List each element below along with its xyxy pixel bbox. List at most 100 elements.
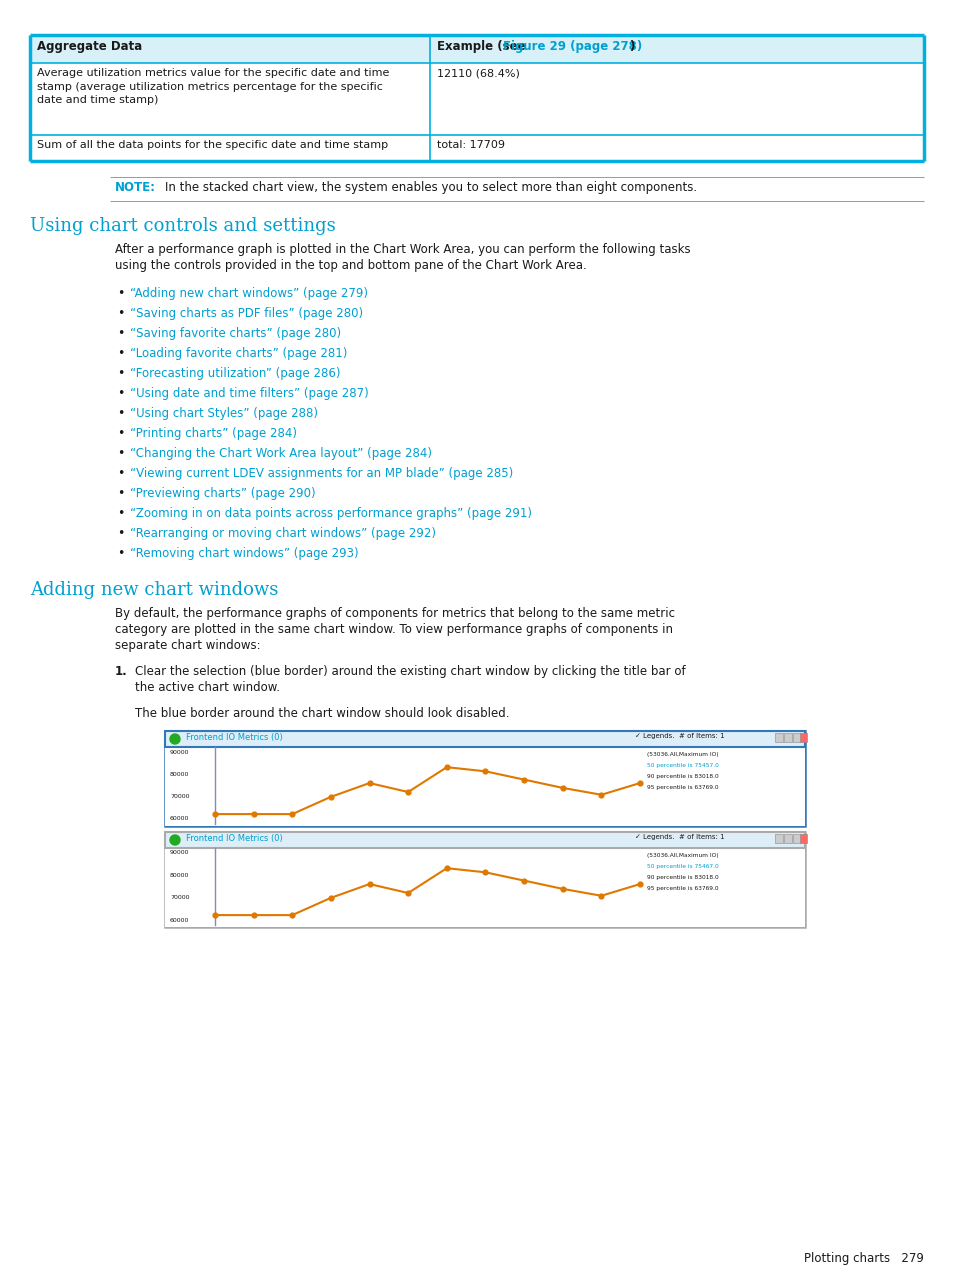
Text: NOTE:: NOTE: bbox=[115, 180, 156, 194]
Bar bbox=[783, 834, 791, 843]
Text: “Loading favorite charts” (page 281): “Loading favorite charts” (page 281) bbox=[130, 347, 347, 360]
Point bbox=[516, 871, 531, 891]
Text: Sum of all the data points for the specific date and time stamp: Sum of all the data points for the speci… bbox=[37, 140, 388, 150]
Text: •: • bbox=[117, 447, 124, 460]
Text: “Forecasting utilization” (page 286): “Forecasting utilization” (page 286) bbox=[130, 367, 340, 380]
Text: •: • bbox=[117, 367, 124, 380]
Point bbox=[632, 773, 647, 793]
Text: ): ) bbox=[628, 39, 634, 53]
Bar bbox=[165, 731, 804, 747]
Point bbox=[593, 784, 608, 805]
Text: “Using date and time filters” (page 287): “Using date and time filters” (page 287) bbox=[130, 386, 369, 400]
Text: Figure 29 (page 278): Figure 29 (page 278) bbox=[502, 39, 641, 53]
Text: “Saving favorite charts” (page 280): “Saving favorite charts” (page 280) bbox=[130, 327, 341, 341]
Point bbox=[438, 758, 454, 778]
Point bbox=[477, 862, 493, 882]
Text: “Printing charts” (page 284): “Printing charts” (page 284) bbox=[130, 427, 296, 440]
Text: Adding new chart windows: Adding new chart windows bbox=[30, 581, 278, 599]
Point bbox=[477, 761, 493, 782]
Point bbox=[246, 805, 261, 825]
Point bbox=[400, 782, 416, 802]
Text: 70000: 70000 bbox=[170, 895, 190, 900]
Text: Average utilization metrics value for the specific date and time
stamp (average : Average utilization metrics value for th… bbox=[37, 69, 389, 105]
Point bbox=[438, 858, 454, 878]
Text: category are plotted in the same chart window. To view performance graphs of com: category are plotted in the same chart w… bbox=[115, 623, 672, 636]
Circle shape bbox=[170, 733, 180, 744]
Text: •: • bbox=[117, 287, 124, 300]
Bar bbox=[792, 733, 801, 742]
Text: •: • bbox=[117, 527, 124, 540]
Point bbox=[400, 883, 416, 904]
Bar bbox=[774, 834, 782, 843]
Point bbox=[207, 905, 222, 925]
Point bbox=[361, 773, 376, 793]
Text: “Zooming in on data points across performance graphs” (page 291): “Zooming in on data points across perfor… bbox=[130, 507, 532, 520]
Text: •: • bbox=[117, 327, 124, 341]
Point bbox=[207, 805, 222, 825]
Text: Using chart controls and settings: Using chart controls and settings bbox=[30, 217, 335, 235]
Text: ✓ Legends.  # of Items: 1: ✓ Legends. # of Items: 1 bbox=[635, 733, 724, 738]
Text: total: 17709: total: 17709 bbox=[436, 140, 504, 150]
Text: 60000: 60000 bbox=[170, 816, 190, 821]
Text: “Adding new chart windows” (page 279): “Adding new chart windows” (page 279) bbox=[130, 287, 368, 300]
Text: 90 percentile is 83018.0: 90 percentile is 83018.0 bbox=[646, 874, 718, 880]
Text: 50 percentile is 75457.0: 50 percentile is 75457.0 bbox=[646, 763, 719, 768]
Point bbox=[284, 805, 299, 825]
Text: 70000: 70000 bbox=[170, 794, 190, 799]
Text: By default, the performance graphs of components for metrics that belong to the : By default, the performance graphs of co… bbox=[115, 608, 675, 620]
Point bbox=[246, 905, 261, 925]
Text: 1.: 1. bbox=[115, 665, 128, 677]
Text: Example (see: Example (see bbox=[436, 39, 529, 53]
Text: using the controls provided in the top and bottom pane of the Chart Work Area.: using the controls provided in the top a… bbox=[115, 259, 586, 272]
Text: •: • bbox=[117, 427, 124, 440]
Text: In the stacked chart view, the system enables you to select more than eight comp: In the stacked chart view, the system en… bbox=[165, 180, 697, 194]
Bar bbox=[165, 833, 804, 848]
Text: separate chart windows:: separate chart windows: bbox=[115, 639, 260, 652]
Point bbox=[555, 878, 570, 899]
Point bbox=[323, 787, 338, 807]
Text: 50 percentile is 75467.0: 50 percentile is 75467.0 bbox=[646, 864, 718, 869]
Text: After a performance graph is plotted in the Chart Work Area, you can perform the: After a performance graph is plotted in … bbox=[115, 243, 690, 255]
Text: 90000: 90000 bbox=[170, 850, 190, 855]
Point bbox=[632, 874, 647, 895]
Point bbox=[284, 905, 299, 925]
Text: •: • bbox=[117, 547, 124, 561]
Text: (53036.All,Maximum IO): (53036.All,Maximum IO) bbox=[646, 853, 718, 858]
Text: 60000: 60000 bbox=[170, 918, 190, 923]
Text: (53036.All,Maximum IO): (53036.All,Maximum IO) bbox=[646, 752, 718, 758]
Bar bbox=[800, 834, 806, 843]
Text: “Viewing current LDEV assignments for an MP blade” (page 285): “Viewing current LDEV assignments for an… bbox=[130, 466, 513, 480]
Bar bbox=[783, 733, 791, 742]
Text: 95 percentile is 63769.0: 95 percentile is 63769.0 bbox=[646, 785, 718, 791]
Text: “Previewing charts” (page 290): “Previewing charts” (page 290) bbox=[130, 487, 315, 500]
Text: •: • bbox=[117, 507, 124, 520]
Text: •: • bbox=[117, 308, 124, 320]
Bar bbox=[30, 36, 923, 64]
Text: Clear the selection (blue border) around the existing chart window by clicking t: Clear the selection (blue border) around… bbox=[135, 665, 685, 677]
Point bbox=[361, 874, 376, 895]
Bar bbox=[165, 848, 804, 927]
Bar bbox=[792, 834, 801, 843]
Text: •: • bbox=[117, 347, 124, 360]
Text: Frontend IO Metrics (0): Frontend IO Metrics (0) bbox=[186, 733, 282, 742]
Circle shape bbox=[170, 835, 180, 845]
Text: “Rearranging or moving chart windows” (page 292): “Rearranging or moving chart windows” (p… bbox=[130, 527, 436, 540]
Text: “Removing chart windows” (page 293): “Removing chart windows” (page 293) bbox=[130, 547, 358, 561]
Text: ✓ Legends.  # of Items: 1: ✓ Legends. # of Items: 1 bbox=[635, 834, 724, 840]
Text: The blue border around the chart window should look disabled.: The blue border around the chart window … bbox=[135, 707, 509, 719]
Point bbox=[323, 887, 338, 907]
Text: “Saving charts as PDF files” (page 280): “Saving charts as PDF files” (page 280) bbox=[130, 308, 363, 320]
Text: Frontend IO Metrics (0): Frontend IO Metrics (0) bbox=[186, 834, 282, 843]
Bar bbox=[774, 733, 782, 742]
Text: 80000: 80000 bbox=[170, 771, 190, 777]
Text: 90 percentile is 83018.0: 90 percentile is 83018.0 bbox=[646, 774, 718, 779]
Text: •: • bbox=[117, 407, 124, 419]
Bar bbox=[800, 733, 806, 742]
Bar bbox=[165, 747, 804, 826]
Bar bbox=[30, 64, 923, 135]
Text: 90000: 90000 bbox=[170, 750, 190, 755]
Point bbox=[555, 778, 570, 798]
Bar bbox=[165, 731, 804, 826]
Text: 12110 (68.4%): 12110 (68.4%) bbox=[436, 69, 519, 78]
Text: 95 percentile is 63769.0: 95 percentile is 63769.0 bbox=[646, 886, 718, 891]
